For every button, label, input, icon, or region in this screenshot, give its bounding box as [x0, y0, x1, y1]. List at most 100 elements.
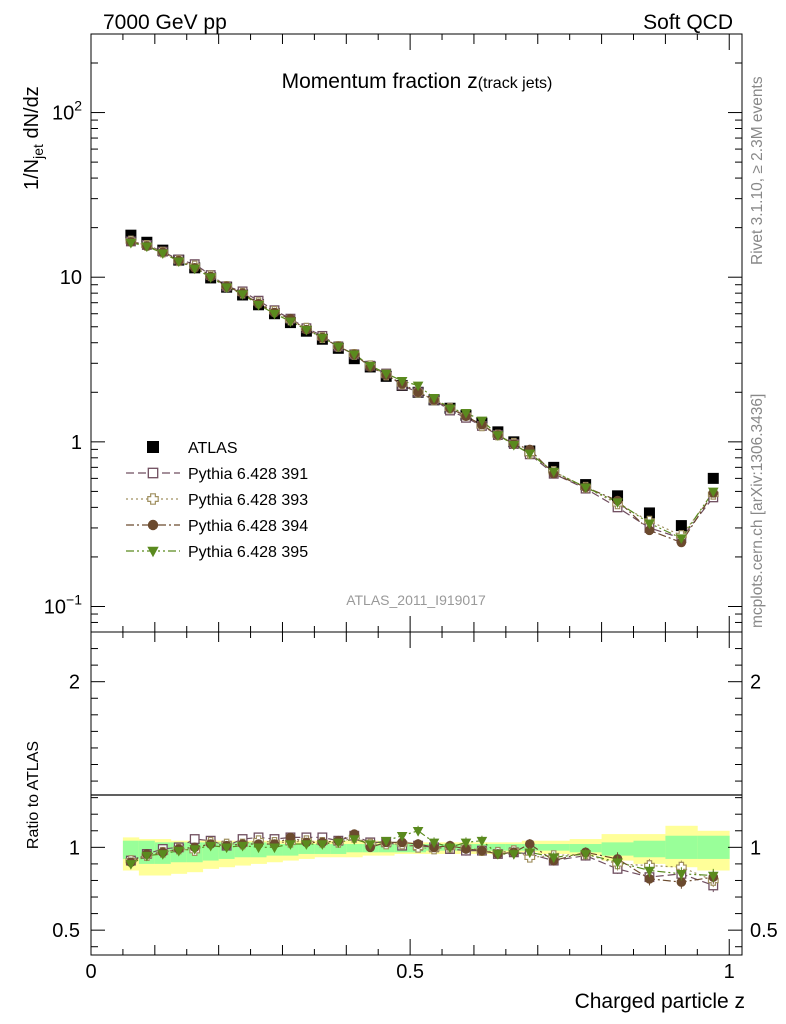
main-point-s0-30	[675, 520, 687, 532]
ratio-point-s3-5	[205, 841, 216, 852]
main-point-s4-1	[141, 242, 153, 253]
ratio-y-tick-label-right: 1	[750, 837, 761, 859]
main-point-s3-18	[413, 387, 423, 398]
ratio-point-s2-18	[413, 839, 423, 849]
ratio-point-s3-4	[189, 845, 201, 855]
main-point-s4-18	[412, 381, 424, 392]
legend-marker-0	[147, 441, 159, 453]
ratio-frame	[90, 631, 743, 956]
main-frame	[90, 33, 743, 633]
y-axis-label-part1: 1/N	[21, 159, 43, 190]
ratio-point-s2-17	[397, 837, 407, 848]
ratio-point-s3-0	[125, 860, 137, 870]
y-axis-label-part2: dN/dz	[21, 86, 43, 144]
green-band-bin	[665, 835, 698, 859]
main-point-s4-20	[444, 404, 456, 415]
ratio-point-s3-3	[173, 846, 185, 857]
x-tick-label: 0.5	[396, 961, 424, 983]
ratio-point-s3-29	[644, 866, 655, 877]
ratio-point-s3-1	[141, 851, 153, 862]
main-point-s4-26	[548, 467, 560, 478]
ratio-y-tick-label: 0.5	[52, 920, 80, 942]
main-point-s4-17	[396, 376, 408, 387]
ratio-point-s2-25	[524, 839, 535, 849]
ratio-point-s3-2	[157, 850, 169, 860]
green-band-bin	[697, 835, 730, 859]
main-point-s4-24	[508, 440, 520, 451]
main-point-s4-25	[524, 449, 536, 460]
ratio-y-tick-label: 1	[69, 837, 80, 859]
ratio-point-s3-8	[253, 843, 264, 854]
ratio-point-s3-16	[380, 836, 392, 847]
main-point-s4-9	[269, 309, 280, 320]
ratio-point-s3-25	[524, 848, 536, 859]
main-point-s4-23	[492, 431, 504, 441]
main-point-s4-0	[125, 238, 137, 249]
main-point-s4-6	[221, 283, 232, 293]
ratio-point-s0-4	[189, 834, 200, 845]
main-point-s0-31	[707, 472, 719, 484]
legend-label-4: Pythia 6.428 395	[188, 544, 308, 561]
ratio-series-markers	[125, 825, 719, 893]
main-point-s3-29	[644, 525, 655, 536]
legend-label-2: Pythia 6.428 393	[188, 492, 308, 509]
ratio-point-s3-31	[707, 871, 719, 882]
green-band-bin	[330, 844, 347, 854]
ratio-point-s3-10	[285, 840, 296, 850]
ratio-point-s3-9	[269, 843, 280, 854]
ratio-point-s3-15	[364, 840, 376, 850]
green-band-bin	[282, 844, 299, 856]
main-point-s4-15	[364, 361, 376, 372]
ratio-point-s3-18	[412, 826, 424, 837]
ratio-point-s2-10	[285, 832, 296, 843]
legend-marker-1	[147, 467, 159, 479]
main-point-s4-27	[580, 483, 591, 494]
main-point-s0-0	[125, 229, 137, 241]
green-band-bin	[601, 842, 634, 856]
ratio-point-s3-13	[333, 838, 344, 849]
ratio-point-s3-6	[221, 843, 232, 854]
y-tick-label: 1	[71, 432, 82, 454]
main-axes: 10−1 1 10 102	[44, 33, 742, 633]
ratio-point-s3-7	[237, 841, 248, 852]
ratio-panel: 0.5 0.51 12 20 0.5 1 Ratio to ATLAS Charged p…	[25, 631, 778, 1013]
ratio-point-s2-21	[461, 844, 471, 854]
main-point-s4-4	[189, 264, 201, 275]
main-point-s4-29	[644, 519, 655, 530]
main-point-s4-13	[333, 342, 344, 353]
ratio-y-axis-label: Ratio to ATLAS	[25, 741, 42, 849]
ratio-y-tick-label-right: 2	[750, 672, 761, 694]
main-point-s4-28	[612, 498, 623, 508]
legend-marker-4	[147, 546, 159, 558]
ratio-point-s3-23	[492, 850, 504, 860]
ratio-point-s3-26	[548, 853, 560, 864]
main-point-s4-2	[157, 249, 169, 259]
main-point-s4-19	[428, 394, 440, 404]
ratio-point-s3-28	[612, 858, 623, 869]
main-point-s4-7	[237, 290, 248, 300]
chart-title-sub: (track jets)	[478, 75, 553, 92]
ratio-point-s3-27	[580, 850, 591, 860]
legend-label-1: Pythia 6.428 391	[188, 466, 308, 483]
green-band-bin	[122, 840, 140, 859]
y-tick-label: 10	[60, 267, 82, 289]
main-point-s0-29	[643, 507, 655, 519]
chart-title: Momentum fraction z(track jets)	[282, 70, 553, 93]
main-point-s4-3	[173, 257, 185, 268]
x-axis-label: Charged particle z	[575, 990, 745, 1013]
ratio-point-s3-11	[301, 840, 312, 850]
main-point-s4-5	[205, 273, 216, 284]
main-point-s4-11	[301, 325, 312, 336]
y-tick-label: 102	[52, 98, 82, 125]
y-tick-label: 10−1	[44, 591, 82, 618]
main-panel: 10−1 1 10 102 Momentum fraction z(track jet…	[21, 33, 743, 633]
green-band-bin	[537, 844, 571, 851]
ratio-point-s3-22	[476, 836, 488, 847]
legend-label-3: Pythia 6.428 394	[188, 518, 308, 535]
chart-title-main: Momentum fraction z	[282, 70, 478, 93]
ratio-point-s3-17	[396, 831, 408, 842]
ratio-point-s3-30	[676, 870, 687, 880]
legend-label-0: ATLAS	[188, 440, 238, 457]
ratio-point-s2-22	[477, 845, 487, 856]
